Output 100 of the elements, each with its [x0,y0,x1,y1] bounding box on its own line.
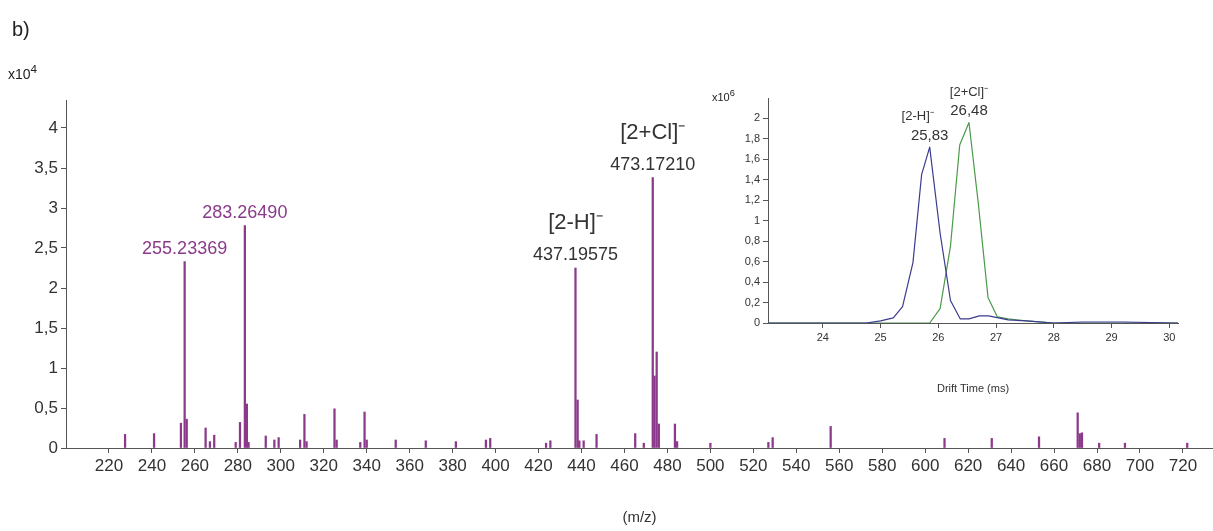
annotation: 26,48 [950,101,988,119]
x-tick-label: 29 [1105,330,1118,343]
annotation: [2+Cl]⁻ [620,118,686,144]
annotation: 473.17210 [610,153,696,174]
bar [359,442,362,448]
y-tick-label: 1,6 [744,152,760,165]
x-tick-label: 240 [137,455,167,475]
bar [1098,442,1101,448]
bar [549,440,552,448]
x-tick-label: 360 [395,455,424,475]
bar [424,440,427,448]
x-tick-label: 560 [825,455,854,475]
x-tick-label: 720 [1168,455,1198,475]
x-tick-label: 700 [1125,455,1155,475]
bar [204,427,207,448]
annotation: 255.23369 [142,237,228,258]
annotation: 25,83 [910,125,949,143]
bar [709,442,712,448]
y-tick-label: 1 [753,213,760,226]
bar [238,422,242,448]
x-tick-label: 580 [868,455,897,475]
bar [574,267,577,448]
y-tick-label: 1,2 [744,193,760,206]
bar [277,437,280,448]
bar [208,441,212,448]
x-tick-label: 220 [94,455,124,475]
y-tick-label: 0,8 [744,234,760,247]
y-tick-label: 2 [48,277,58,297]
chart-title: b) [12,18,30,41]
y-tick-label: 2,5 [34,237,58,257]
y-tick-label: 3 [48,197,58,217]
y-tick-label: 4 [48,117,58,137]
bar [544,442,548,448]
y-axis-title: x10$^{4}$ [8,62,38,82]
bar [1123,442,1127,448]
x-tick-label: 540 [782,455,811,475]
bar [234,442,237,448]
y-tick-label: 0,5 [34,397,58,417]
annotation: 437.19575 [532,243,619,264]
x-tick-label: 640 [996,455,1026,475]
bar [990,438,993,448]
x-tick-label: 260 [180,455,210,475]
y-tick-label: 0,4 [744,275,760,288]
bar [1076,412,1079,448]
bar [123,434,127,448]
bar [363,411,366,448]
text: [2+Cl]⁻ [949,83,989,99]
y-tick-label: 0 [48,437,58,457]
x-tick-label: 460 [610,455,639,475]
y-tick-label: 1 [48,357,58,377]
y-tick-label: 0 [753,316,760,329]
y-tick-label: 2 [753,111,760,124]
x-tick-label: 500 [696,455,725,475]
x-tick-label: 520 [739,455,768,475]
bar [943,438,946,448]
x-tick-label: 660 [1039,455,1069,475]
annotation: 283.26490 [202,201,288,222]
x-tick-label: 320 [309,455,338,475]
x-tick-label: 30 [1163,330,1176,343]
x-tick-label: 24 [816,330,829,343]
x-tick-label: 27 [989,330,1003,343]
x-tick-label: 26 [932,330,945,343]
bar [454,441,457,448]
x-tick-label: 440 [567,455,596,475]
annotation: [2-H]⁻ [548,209,603,235]
bar [767,442,770,448]
bar [829,426,832,448]
bar [595,434,598,448]
x-axis-title: Drift Time (ms) [936,382,1010,395]
x-axis-title: (m/z) [622,508,657,526]
bar [152,433,156,448]
series-label: [2-H]⁻ [901,108,934,124]
x-tick-label: 25 [874,330,887,343]
bar [303,414,306,448]
y-axis-title: x10$^{6}$ [712,88,735,103]
x-tick-label: 600 [910,455,940,475]
x-tick-label: 380 [438,455,467,475]
x-tick-label: 680 [1082,455,1112,475]
x-tick-label: 420 [524,455,553,475]
bar [489,438,492,448]
bar [1186,442,1189,448]
bar [333,408,336,448]
x-tick-label: 28 [1047,330,1060,343]
bar [634,433,637,448]
bar [213,434,216,448]
x-tick-label: 400 [481,455,510,475]
y-tick-label: 1,8 [744,131,760,144]
y-tick-label: 1,4 [744,172,760,185]
y-tick-label: 1,5 [34,317,58,337]
x-tick-label: 280 [223,455,253,475]
bar [642,442,645,448]
x-tick-label: 480 [653,455,682,475]
x-tick-label: 620 [953,455,983,475]
x-tick-label: 300 [266,455,295,475]
bar [1037,436,1041,448]
y-tick-label: 0,2 [744,295,760,308]
y-tick-label: 3,5 [34,157,58,177]
x-tick-label: 340 [352,455,381,475]
y-tick-label: 0,6 [744,254,760,267]
bar [582,440,585,448]
